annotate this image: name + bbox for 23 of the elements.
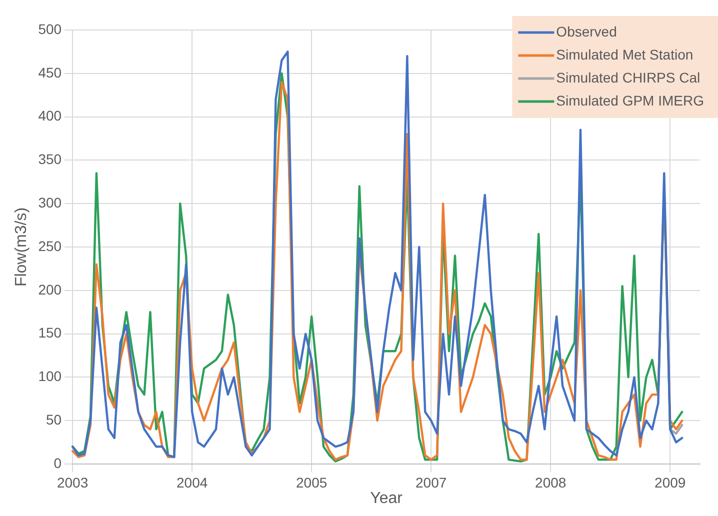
y-tick-label: 50	[46, 411, 62, 428]
y-tick-label: 300	[38, 194, 62, 210]
y-tick-label: 150	[38, 324, 62, 341]
y-axis-title: Flow(m3/s)	[13, 207, 30, 287]
x-tick-label: 2004	[176, 474, 208, 490]
x-tick-label: 2007	[416, 474, 447, 490]
y-tick-label: 100	[38, 368, 62, 384]
y-tick-label: 0	[54, 454, 62, 471]
y-tick-label: 200	[38, 281, 62, 298]
legend-label: Observed	[556, 23, 617, 40]
legend-label: Simulated Met Station	[556, 46, 694, 62]
x-tick-label: 2005	[296, 474, 328, 490]
y-tick-label: 500	[38, 20, 62, 37]
legend-label: Simulated GPM IMERG	[556, 92, 704, 108]
legend-label: Simulated CHIRPS Cal	[556, 69, 700, 86]
y-tick-label: 250	[38, 238, 62, 254]
x-tick-label: 2003	[56, 474, 88, 490]
x-axis-title: Year	[370, 490, 404, 507]
x-tick-label: 2008	[535, 474, 566, 490]
y-tick-label: 350	[38, 151, 62, 168]
y-tick-label: 400	[38, 108, 62, 124]
x-tick-label: 2009	[654, 474, 686, 490]
y-tick-label: 450	[38, 64, 62, 80]
